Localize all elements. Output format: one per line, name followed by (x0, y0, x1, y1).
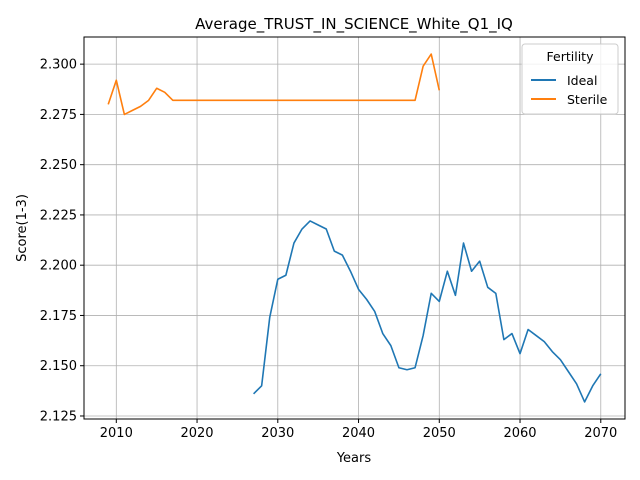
x-tick-label: 2010 (100, 426, 133, 441)
plot-frame (83, 36, 626, 420)
y-tick-label: 2.250 (40, 158, 77, 173)
y-axis-label: Score(1-3) (15, 194, 30, 262)
x-tick-label: 2070 (584, 426, 617, 441)
y-tick-label: 2.125 (40, 409, 77, 424)
legend-box (521, 43, 619, 115)
y-axis: 2.125 2.150 2.175 2.200 2.225 2.250 2.275 2.300 (40, 58, 84, 424)
y-tick-label: 2.200 (40, 259, 77, 274)
y-tick-label: 2.175 (40, 309, 77, 324)
legend-label-ideal: Ideal (567, 73, 597, 88)
x-tick-label: 2020 (180, 426, 213, 441)
x-tick-label: 2050 (423, 426, 456, 441)
y-tick-label: 2.150 (40, 359, 77, 374)
legend: Fertility Ideal Sterile (521, 43, 619, 115)
x-tick-label: 2060 (503, 426, 536, 441)
x-tick-label: 2030 (261, 426, 294, 441)
x-tick-label: 2040 (342, 426, 375, 441)
x-axis: 2010 2020 2030 2040 2050 2060 2070 (100, 419, 617, 441)
legend-label-sterile: Sterile (567, 92, 608, 107)
y-tick-label: 2.300 (40, 58, 77, 73)
series-line-sterile (107, 53, 441, 116)
x-axis-label: Years (336, 451, 372, 466)
series-lines (107, 53, 602, 403)
y-tick-label: 2.225 (40, 208, 77, 223)
series-line-ideal (253, 220, 602, 403)
chart-title: Average_TRUST_IN_SCIENCE_White_Q1_IQ (195, 15, 513, 34)
grid (84, 37, 625, 419)
y-tick-label: 2.275 (40, 108, 77, 123)
legend-title: Fertility (547, 49, 595, 64)
